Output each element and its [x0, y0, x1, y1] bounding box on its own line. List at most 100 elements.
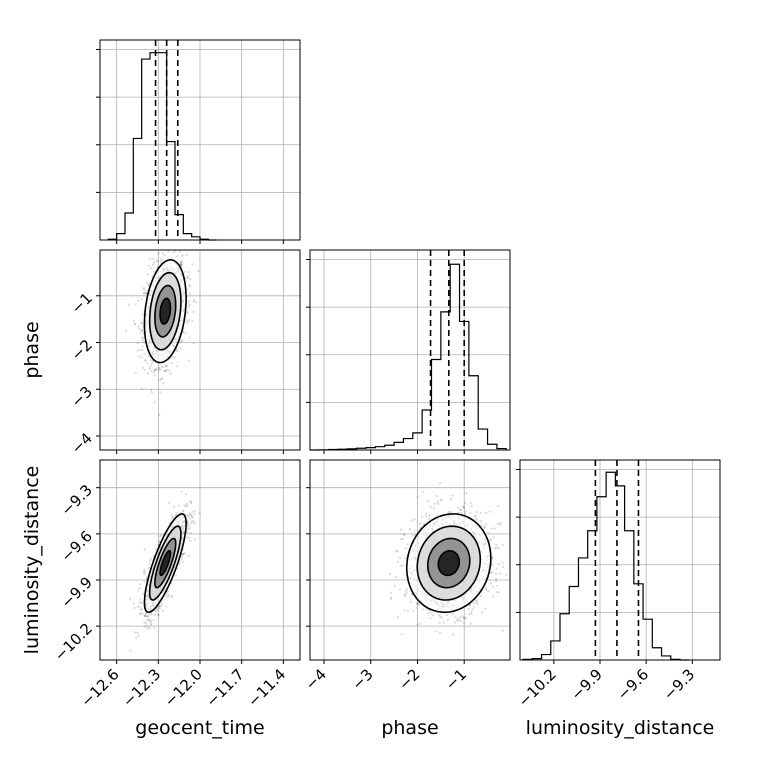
y-tick-label: −10.2: [51, 619, 96, 664]
sample-point: [148, 562, 151, 566]
sample-point: [140, 387, 143, 391]
sample-point: [186, 523, 189, 526]
sample-point: [189, 278, 192, 281]
sample-point: [404, 557, 407, 560]
sample-point: [138, 587, 142, 590]
panel-frame: [309, 459, 511, 661]
sample-point: [186, 504, 189, 507]
sample-point: [186, 319, 189, 323]
sample-point: [170, 514, 173, 517]
sample-point: [191, 520, 194, 523]
sample-point: [144, 359, 147, 362]
sample-point: [148, 618, 152, 621]
sample-point: [157, 613, 160, 617]
sample-point: [143, 288, 146, 291]
sample-point: [497, 522, 500, 526]
sample-point: [168, 247, 170, 249]
sample-point: [145, 292, 148, 295]
sample-point: [188, 283, 191, 287]
sample-point: [160, 365, 163, 368]
sample-point: [472, 602, 475, 605]
sample-point: [442, 621, 445, 624]
sample-point: [167, 593, 170, 597]
sample-point: [150, 620, 153, 623]
sample-point: [175, 348, 178, 351]
sample-point: [400, 538, 403, 541]
sample-point: [167, 595, 170, 598]
contour-line: [154, 284, 177, 338]
sample-point: [185, 276, 189, 279]
sample-point: [143, 614, 146, 617]
sample-point: [147, 618, 150, 621]
sample-point: [396, 560, 400, 563]
sample-point: [484, 588, 487, 591]
sample-point: [139, 598, 142, 601]
sample-point: [141, 339, 144, 342]
sample-point: [127, 303, 131, 306]
x-tick-label: −11.7: [202, 665, 247, 710]
contour-line: [427, 537, 471, 589]
sample-point: [413, 518, 416, 521]
sample-point: [156, 607, 159, 611]
sample-point: [149, 358, 152, 362]
grid-lines: [520, 460, 720, 660]
y-tick-label: −1: [68, 289, 96, 317]
sample-point: [144, 622, 147, 625]
sample-point: [145, 624, 148, 627]
sample-point: [141, 313, 144, 316]
sample-point: [146, 281, 149, 284]
sample-point: [190, 522, 193, 525]
sample-point: [430, 611, 433, 614]
sample-point: [146, 362, 149, 365]
sample-point: [181, 339, 184, 342]
sample-point: [461, 615, 464, 618]
sample-point: [489, 582, 492, 585]
sample-point: [181, 509, 184, 512]
histogram-step-luminosity_distance: [522, 471, 690, 661]
sample-point: [479, 511, 482, 514]
sample-point: [189, 531, 192, 535]
sample-point: [146, 618, 149, 622]
x-tick-label: −9.9: [568, 665, 606, 703]
sample-point: [475, 517, 478, 520]
sample-point: [138, 348, 141, 351]
sample-point: [175, 365, 178, 368]
sample-point: [134, 322, 137, 325]
sample-point: [191, 515, 194, 518]
sample-point: [456, 619, 459, 623]
sample-point: [147, 264, 150, 267]
sample-point: [125, 330, 128, 333]
y-tick-label: −9.3: [58, 481, 96, 519]
sample-point: [140, 601, 143, 605]
sample-point: [403, 534, 406, 537]
x-tick-label: −12.3: [119, 665, 164, 710]
sample-point: [483, 526, 486, 529]
sample-point: [417, 602, 420, 605]
sample-point: [137, 589, 140, 592]
sample-point: [144, 614, 147, 617]
sample-point: [144, 292, 147, 295]
sample-point: [175, 511, 178, 515]
sample-point: [146, 615, 149, 618]
x-tick-label: −10.2: [515, 665, 560, 710]
sample-point: [161, 251, 164, 254]
sample-point: [481, 611, 484, 614]
sample-point: [179, 338, 182, 342]
sample-point: [183, 552, 186, 555]
sample-point: [193, 299, 196, 302]
sample-point: [150, 391, 154, 394]
sample-point: [142, 592, 145, 595]
sample-point: [157, 252, 160, 255]
sample-point: [147, 625, 150, 628]
sample-point: [139, 613, 142, 616]
sample-point: [152, 619, 155, 622]
density-level: [160, 550, 171, 576]
x-axis-label-luminosity_distance: luminosity_distance: [526, 717, 715, 739]
sample-point: [184, 505, 187, 508]
sample-point: [474, 514, 477, 517]
sample-point: [415, 602, 418, 605]
sample-point: [409, 600, 413, 604]
sample-point: [447, 510, 450, 513]
sample-point: [156, 260, 160, 263]
sample-point: [158, 535, 162, 538]
